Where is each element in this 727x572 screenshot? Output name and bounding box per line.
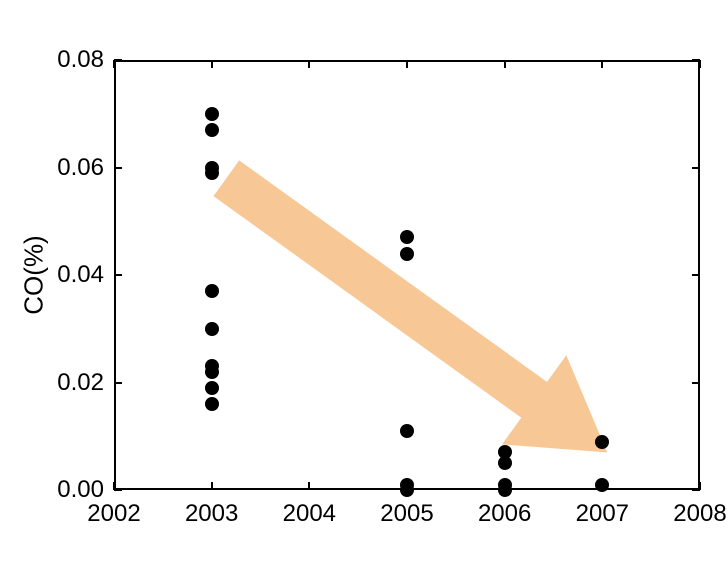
y-tick (114, 274, 122, 276)
x-tick-label: 2005 (380, 500, 433, 528)
data-point (205, 365, 219, 379)
x-tick-label: 2008 (673, 500, 726, 528)
y-tick-right (692, 59, 700, 61)
data-point (205, 381, 219, 395)
y-tick (114, 382, 122, 384)
y-tick-right (692, 382, 700, 384)
x-tick-label: 2004 (283, 500, 336, 528)
x-tick-label: 2002 (87, 500, 140, 528)
data-point (400, 230, 414, 244)
trend-arrow-shape (214, 160, 608, 452)
x-tick (211, 482, 213, 490)
y-tick (114, 489, 122, 491)
y-tick-right (692, 489, 700, 491)
y-tick-right (692, 167, 700, 169)
y-tick-label: 0.04 (57, 261, 104, 289)
x-tick (308, 482, 310, 490)
data-point (205, 166, 219, 180)
x-tick (504, 482, 506, 490)
data-point (205, 123, 219, 137)
data-point (400, 424, 414, 438)
x-tick (601, 482, 603, 490)
x-tick-top (308, 60, 310, 68)
x-tick-top (211, 60, 213, 68)
y-axis-label: CO(%) (19, 235, 50, 314)
x-tick-top (113, 60, 115, 68)
x-tick-top (601, 60, 603, 68)
data-point (400, 247, 414, 261)
x-tick (406, 482, 408, 490)
trend-arrow (0, 0, 727, 572)
x-tick-label: 2003 (185, 500, 238, 528)
x-tick-top (406, 60, 408, 68)
x-tick-top (504, 60, 506, 68)
y-tick-label: 0.00 (57, 476, 104, 504)
y-tick-label: 0.06 (57, 154, 104, 182)
data-point (205, 322, 219, 336)
y-tick (114, 59, 122, 61)
x-tick-top (699, 60, 701, 68)
data-point (205, 284, 219, 298)
y-tick (114, 167, 122, 169)
y-tick-label: 0.08 (57, 46, 104, 74)
x-tick-label: 2007 (576, 500, 629, 528)
data-point (595, 435, 609, 449)
chart-container: 2002 2003 2004 2005 2006 2007 2008 0.00 0.02 0.04… (0, 0, 727, 572)
y-tick-right (692, 274, 700, 276)
y-tick-label: 0.02 (57, 369, 104, 397)
data-point (205, 397, 219, 411)
x-tick-label: 2006 (478, 500, 531, 528)
data-point (205, 107, 219, 121)
data-point (498, 456, 512, 470)
